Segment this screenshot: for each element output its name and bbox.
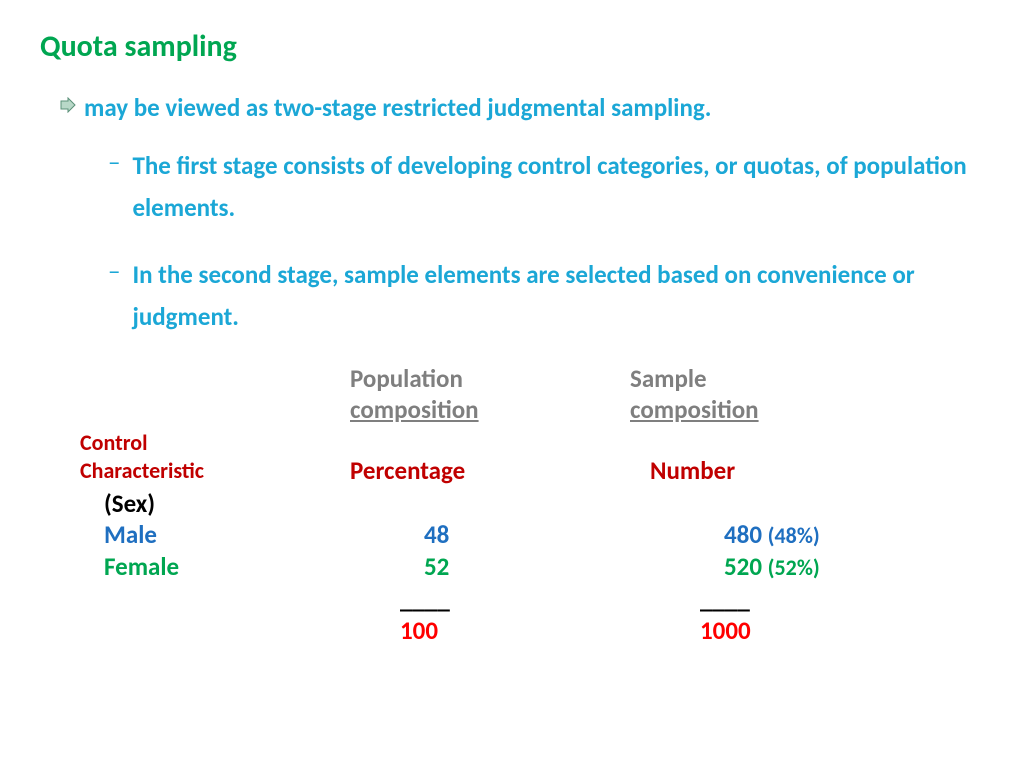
separator-1: ____ xyxy=(350,584,680,615)
sub-bullet-1: – The first stage consists of developing… xyxy=(108,145,984,230)
composition-table: Population composition Sample compositio… xyxy=(80,363,984,646)
sample-header-line1: Sample xyxy=(630,363,707,394)
male-number: 480 xyxy=(724,519,762,550)
arrow-right-icon xyxy=(60,97,76,118)
sub-bullet-2-text: In the second stage, sample elements are… xyxy=(132,254,984,339)
female-number: 520 xyxy=(724,551,762,582)
dash-icon: – xyxy=(108,254,120,288)
total-percentage: 100 xyxy=(350,615,680,646)
sex-label: (Sex) xyxy=(104,488,350,519)
female-percentage: 52 xyxy=(374,551,704,584)
sub-bullet-2: – In the second stage, sample elements a… xyxy=(108,254,984,339)
male-label: Male xyxy=(104,519,374,552)
main-bullet: may be viewed as two-stage restricted ju… xyxy=(60,91,984,125)
separator-2: ____ xyxy=(680,584,960,615)
male-pct-note: (48%) xyxy=(768,522,820,549)
control-line1: Control xyxy=(80,429,147,456)
totals-row: 100 1000 xyxy=(80,615,984,646)
main-bullet-text: may be viewed as two-stage restricted ju… xyxy=(84,91,711,125)
female-pct-note: (52%) xyxy=(768,554,820,581)
number-subheader: Number xyxy=(630,455,910,486)
control-line2: Characteristic xyxy=(80,457,204,484)
table-row-male: Male 48 480 (48%) xyxy=(80,519,984,552)
female-label: Female xyxy=(104,551,374,584)
percentage-subheader: Percentage xyxy=(350,455,630,486)
female-number-cell: 520 (52%) xyxy=(704,551,984,584)
table-row-female: Female 52 520 (52%) xyxy=(80,551,984,584)
control-subheader-row: Control Characteristic Percentage Number xyxy=(80,425,984,486)
male-percentage: 48 xyxy=(374,519,704,552)
sample-header-line2: composition xyxy=(630,394,759,425)
pop-header-line1: Population xyxy=(350,363,463,394)
dash-icon: – xyxy=(108,145,120,179)
population-header: Population composition xyxy=(350,363,630,425)
sex-label-row: (Sex) xyxy=(80,486,984,519)
male-number-cell: 480 (48%) xyxy=(704,519,984,552)
separator-row: ____ ____ xyxy=(80,584,984,615)
pop-header-line2: composition xyxy=(350,394,479,425)
sub-bullet-1-text: The first stage consists of developing c… xyxy=(132,145,984,230)
slide-title: Quota sampling xyxy=(40,28,984,65)
control-characteristic-label: Control Characteristic xyxy=(80,429,350,486)
sub-bullet-list: – The first stage consists of developing… xyxy=(108,145,984,339)
total-number: 1000 xyxy=(680,615,960,646)
sample-header: Sample composition xyxy=(630,363,890,425)
table-header-row: Population composition Sample compositio… xyxy=(80,363,984,425)
